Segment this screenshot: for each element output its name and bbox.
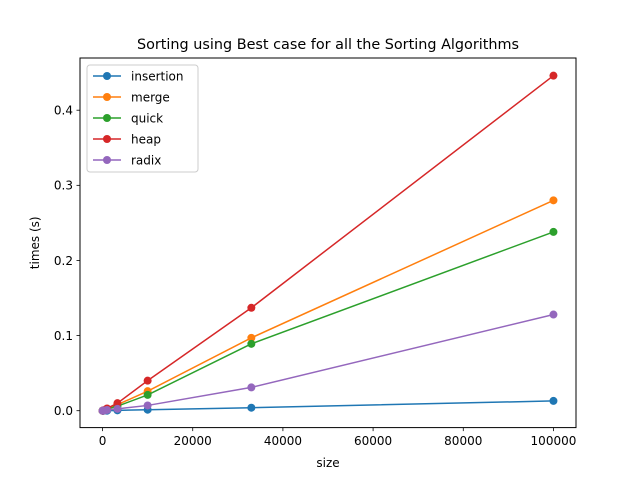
- y-tick-label: 0.1: [54, 329, 73, 343]
- y-tick-label: 0.3: [54, 179, 73, 193]
- plot-area: [98, 71, 558, 415]
- y-tick-label: 0.4: [54, 104, 73, 118]
- x-tick-label: 0: [99, 434, 107, 448]
- series-radix: [98, 310, 558, 415]
- data-point: [103, 405, 112, 414]
- chart-title: Sorting using Best case for all the Sort…: [137, 37, 519, 53]
- legend-label: merge: [131, 90, 170, 104]
- data-point: [549, 396, 558, 405]
- data-point: [113, 404, 122, 413]
- legend-label: heap: [131, 132, 161, 146]
- data-point: [247, 333, 256, 342]
- data-point: [247, 339, 256, 348]
- legend-label: insertion: [131, 69, 184, 83]
- data-point: [113, 399, 122, 408]
- x-tick-label: 20000: [174, 434, 212, 448]
- axes-frame: [79, 57, 577, 429]
- legend-marker: [103, 135, 111, 143]
- x-tick-label: 40000: [264, 434, 302, 448]
- legend-box: [86, 64, 199, 173]
- data-point: [143, 376, 152, 385]
- data-point: [549, 71, 558, 80]
- x-axis-label: size: [316, 456, 339, 470]
- legend-label: radix: [131, 153, 161, 167]
- data-point: [247, 303, 256, 312]
- x-tick-label: 100000: [531, 434, 577, 448]
- legend-item-quick: quick: [93, 111, 163, 125]
- x-tick-label: 60000: [354, 434, 392, 448]
- y-axis-label: times (s): [28, 216, 42, 269]
- legend-item-insertion: insertion: [93, 69, 184, 83]
- data-point: [143, 401, 152, 410]
- legend-marker: [103, 93, 111, 101]
- legend-label: quick: [131, 111, 163, 125]
- x-axis: 0 20000 40000 60000 80000 100000: [99, 427, 577, 448]
- legend-marker: [103, 114, 111, 122]
- legend-marker: [103, 72, 111, 80]
- legend-item-merge: merge: [93, 90, 170, 104]
- legend-item-radix: radix: [93, 153, 161, 167]
- y-tick-label: 0.0: [54, 404, 73, 418]
- data-point: [143, 390, 152, 399]
- x-tick-label: 80000: [444, 434, 482, 448]
- data-point: [549, 196, 558, 205]
- y-tick-label: 0.2: [54, 254, 73, 268]
- data-point: [549, 227, 558, 236]
- legend-marker: [103, 156, 111, 164]
- data-point: [247, 383, 256, 392]
- legend: insertion merge quick heap radix: [86, 64, 199, 173]
- data-point: [247, 403, 256, 412]
- data-point: [549, 310, 558, 319]
- y-axis: 0.0 0.1 0.2 0.3 0.4: [54, 104, 80, 418]
- legend-item-heap: heap: [93, 132, 161, 146]
